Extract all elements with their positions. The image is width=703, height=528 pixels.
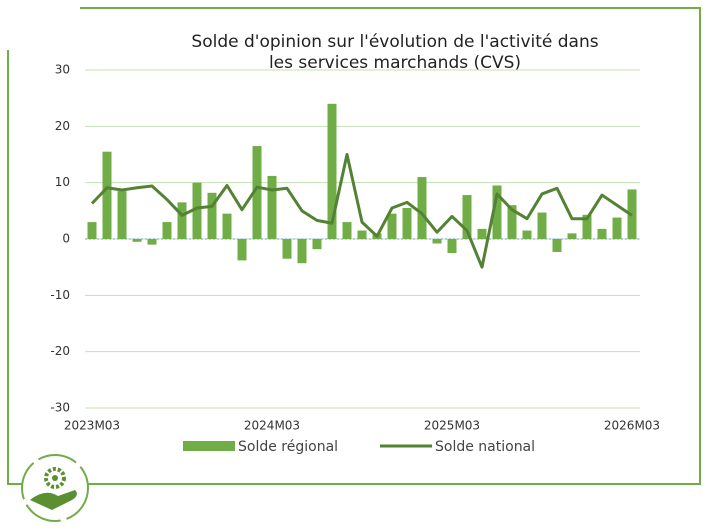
bar [87,222,97,239]
bar [252,146,262,239]
frame [7,7,701,485]
bar [342,222,352,239]
bar [102,151,112,239]
bar [237,239,247,261]
bar [432,239,442,244]
chart-title: Solde d'opinion sur l'évolution de l'act… [191,32,598,52]
bar [177,202,187,239]
bar [267,175,277,239]
bar [552,239,562,252]
bar [447,239,457,254]
y-tick-label: -20 [50,344,70,358]
bar [387,213,397,239]
logo [21,454,89,522]
y-tick-label: -10 [50,288,70,302]
bar [537,212,547,239]
bar [282,239,292,259]
x-tick-label: 2026M03 [604,419,660,433]
bar [477,228,487,239]
y-tick-label: 10 [55,175,70,189]
bar [147,239,157,245]
bar [357,230,367,239]
y-tick-label: 30 [55,63,70,77]
bar [567,233,577,239]
bar [222,213,232,239]
x-tick-label: 2024M03 [244,419,300,433]
bar [417,177,427,239]
bar [402,208,412,239]
bar [207,192,217,239]
y-tick-label: -30 [50,401,70,415]
x-tick-label: 2025M03 [424,419,480,433]
y-tick-label: 0 [62,232,70,246]
bar [612,217,622,239]
line [90,153,633,269]
bar [492,185,502,239]
bar [312,239,322,250]
bar [132,239,142,242]
legend-label: Solde régional [238,439,338,455]
bar [597,228,607,239]
legend-label: Solde national [435,439,535,455]
bar [192,182,202,239]
bar [582,214,592,239]
bar [117,191,127,239]
chart-title: les services marchands (CVS) [269,53,521,73]
bar [507,205,517,239]
legend-swatch [183,441,235,451]
bar [522,230,532,239]
bar [327,103,337,239]
bar [297,239,307,264]
bar [462,195,472,239]
bar [162,222,172,239]
x-tick-label: 2023M03 [64,419,120,433]
y-tick-label: 20 [55,119,70,133]
